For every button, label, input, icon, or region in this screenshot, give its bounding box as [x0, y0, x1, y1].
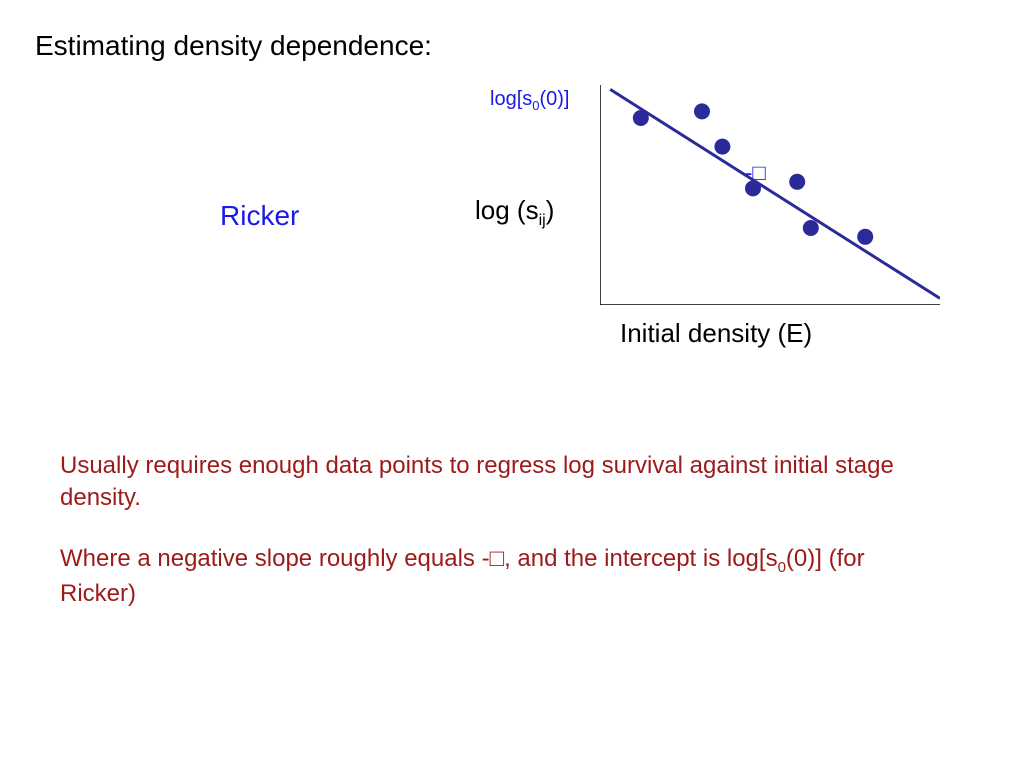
scatter-chart [600, 85, 940, 305]
x-axis-label: Initial density (E) [620, 318, 812, 349]
body-paragraph-2: Where a negative slope roughly equals -□… [60, 543, 910, 610]
slide-title: Estimating density dependence: [35, 30, 432, 62]
ricker-label: Ricker [220, 200, 299, 232]
body-paragraph-1: Usually requires enough data points to r… [60, 450, 910, 515]
intercept-label: log[s0(0)] [490, 88, 569, 113]
y-axis-label: log (sij) [475, 195, 554, 230]
body-text: Usually requires enough data points to r… [60, 450, 910, 638]
